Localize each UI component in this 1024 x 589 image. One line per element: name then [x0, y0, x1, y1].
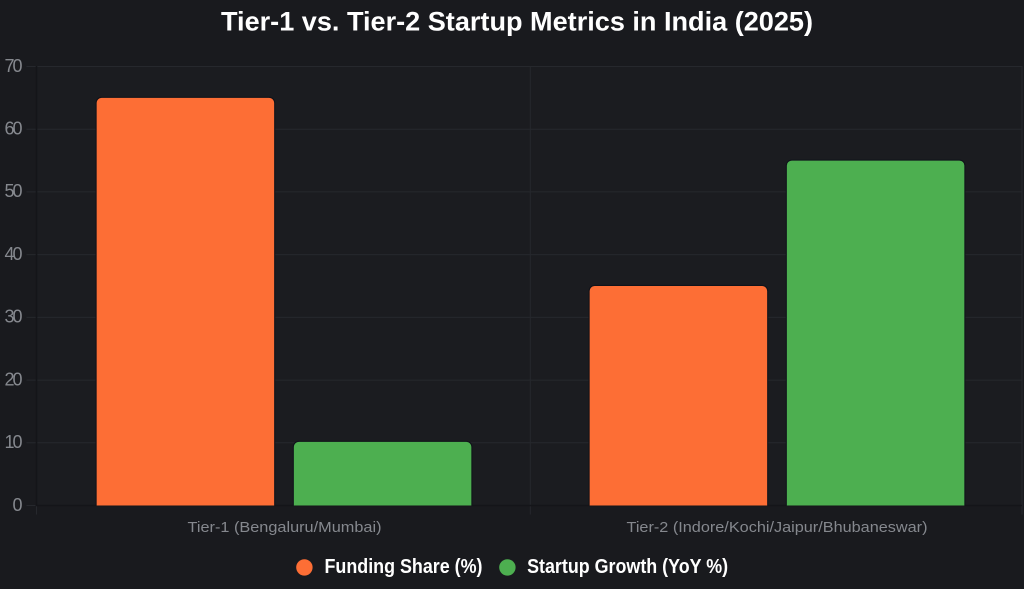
svg-text:Startup Growth (YoY %): Startup Growth (YoY %) [527, 556, 728, 578]
svg-text:10: 10 [5, 432, 23, 452]
svg-text:0: 0 [12, 495, 22, 515]
svg-text:Funding Share (%): Funding Share (%) [325, 556, 483, 578]
svg-text:70: 70 [5, 56, 23, 76]
svg-text:Tier-1 vs. Tier-2 Startup Metr: Tier-1 vs. Tier-2 Startup Metrics in Ind… [221, 7, 813, 37]
svg-text:60: 60 [5, 119, 23, 139]
svg-text:Tier-1 (Bengaluru/Mumbai): Tier-1 (Bengaluru/Mumbai) [188, 519, 382, 536]
svg-text:Tier-2 (Indore/Kochi/Jaipur/Bh: Tier-2 (Indore/Kochi/Jaipur/Bhubaneswar) [627, 519, 928, 536]
svg-text:30: 30 [5, 307, 23, 327]
svg-text:20: 20 [5, 369, 23, 389]
svg-text:50: 50 [5, 181, 23, 201]
svg-text:40: 40 [5, 244, 23, 264]
